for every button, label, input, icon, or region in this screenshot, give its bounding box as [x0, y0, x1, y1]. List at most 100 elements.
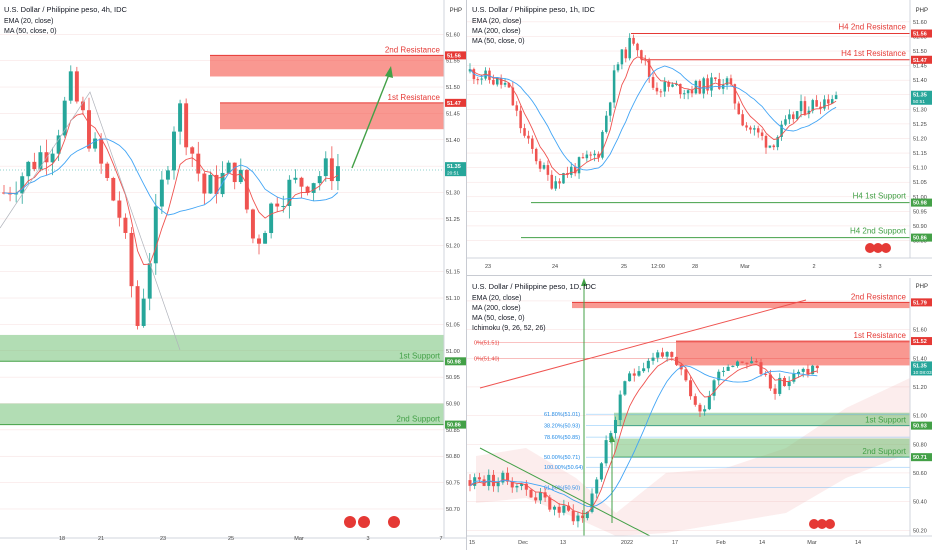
- candle-body: [524, 483, 528, 490]
- candle-body: [56, 135, 61, 154]
- candle-body: [593, 153, 596, 156]
- y-tick-label: 51.00: [913, 414, 927, 420]
- y-tick-label: 50.90: [913, 224, 927, 230]
- candle-body: [38, 152, 43, 170]
- candle-body: [184, 103, 189, 148]
- us-flag-icon: [358, 516, 370, 528]
- candle-body: [605, 115, 608, 132]
- candle-body: [684, 369, 688, 381]
- candle-body: [729, 78, 733, 85]
- candle-body: [585, 511, 589, 519]
- candle-body: [792, 373, 796, 382]
- candle-body: [801, 368, 805, 372]
- chart-1h-indicator-ma200: MA (200, close): [472, 28, 521, 35]
- fib-level-label: 0%(51.51): [474, 341, 500, 347]
- candle-body: [768, 374, 772, 389]
- chart-4h[interactable]: 2nd Resistance 1st Resistance 1st Support 2…: [0, 0, 466, 550]
- candle-body: [616, 64, 620, 71]
- price-label-text: 50.86: [913, 236, 927, 242]
- candle-body: [759, 362, 763, 374]
- candle-body: [780, 124, 783, 137]
- pattern-line: [0, 91, 181, 351]
- candle-body: [263, 233, 268, 244]
- chart-1h[interactable]: H4 2nd Resistance H4 1st Resistance H4 1st…: [466, 0, 932, 272]
- candle-body: [477, 477, 481, 480]
- candle-body: [737, 103, 741, 115]
- candle-body: [484, 70, 487, 79]
- candle-body: [68, 71, 73, 101]
- candle-body: [562, 505, 566, 513]
- y-tick-label: 51.25: [446, 217, 460, 223]
- x-tick-label: 18: [59, 536, 65, 542]
- candle-body: [50, 153, 55, 163]
- candle-body: [515, 485, 519, 488]
- pane-divider-horizontal[interactable]: [466, 275, 932, 276]
- us-flag-icon: [809, 519, 819, 529]
- candle-body: [628, 37, 631, 59]
- candle-body: [663, 81, 667, 92]
- candle-body: [305, 186, 310, 193]
- price-label-text: 51.56: [447, 53, 461, 59]
- candle-body: [538, 492, 542, 501]
- candle-body: [202, 173, 207, 194]
- ma-line: [469, 365, 818, 508]
- support-zone: [0, 403, 444, 425]
- candle-body: [159, 179, 164, 207]
- projection-arrow: [351, 71, 391, 169]
- candle-body: [745, 125, 748, 128]
- candle-body: [93, 138, 98, 149]
- fib-level-label: 50.00%(50.71): [544, 455, 580, 461]
- price-label-text: 50.98: [913, 201, 927, 207]
- candle-body: [632, 373, 636, 376]
- x-tick-label: Feb: [716, 540, 725, 546]
- level-label: H4 2nd Resistance: [838, 23, 906, 32]
- candle-body: [573, 166, 577, 174]
- zone-label: 2nd Support: [396, 415, 440, 424]
- us-flag-icon: [388, 516, 400, 528]
- candle-body: [784, 119, 787, 125]
- y-tick-label: 50.95: [446, 375, 460, 381]
- price-label-text: 51.35: [913, 93, 927, 99]
- candle-body: [105, 163, 110, 178]
- candle-body: [714, 77, 717, 80]
- us-flag-icon: [817, 519, 827, 529]
- candle-body: [686, 90, 690, 94]
- y-tick-label: 51.25: [913, 122, 927, 128]
- candle-body: [754, 361, 758, 363]
- candle-body: [476, 79, 480, 81]
- candle-body: [819, 106, 822, 109]
- candle-body: [690, 90, 694, 94]
- candle-body: [80, 101, 85, 111]
- price-label-box: [911, 361, 932, 376]
- candle-body: [772, 145, 776, 148]
- candle-body: [640, 50, 643, 60]
- candle-body: [623, 381, 627, 395]
- candle-body: [660, 352, 664, 357]
- candle-body: [208, 174, 213, 194]
- chart-4h-indicator-ema: EMA (20, close): [4, 18, 53, 25]
- candle-body: [62, 100, 67, 136]
- candle-body: [492, 79, 495, 85]
- candle-body: [803, 101, 807, 115]
- chart-1d-currency: PHP: [916, 284, 928, 290]
- y-tick-label: 51.20: [913, 136, 927, 142]
- chart-1d[interactable]: 2nd Resistance 1st Resistance 1st Support 2…: [466, 278, 932, 550]
- candle-body: [726, 366, 730, 371]
- candle-body: [111, 177, 116, 201]
- candle-body: [834, 95, 838, 100]
- candle-body: [612, 70, 616, 103]
- support-trendline: [479, 447, 651, 537]
- chart-1d-pane[interactable]: 2nd Resistance 1st Resistance 1st Support 2…: [466, 278, 932, 550]
- candle-body: [269, 203, 274, 234]
- candle-body: [123, 217, 128, 233]
- candle-body: [496, 482, 500, 487]
- chart-1d-title: U.S. Dollar / Philippine peso, 1D, IDC: [472, 282, 597, 291]
- candle-body: [585, 154, 589, 159]
- candle-body: [543, 492, 547, 498]
- y-tick-label: 51.05: [446, 322, 460, 328]
- candle-body: [581, 157, 585, 159]
- chart-1h-pane[interactable]: H4 2nd Resistance H4 1st Resistance H4 1st…: [466, 0, 932, 272]
- candle-body: [604, 440, 608, 464]
- candle-body: [597, 153, 600, 158]
- chart-4h-pane[interactable]: 2nd Resistance 1st Resistance 1st Support 2…: [0, 0, 466, 550]
